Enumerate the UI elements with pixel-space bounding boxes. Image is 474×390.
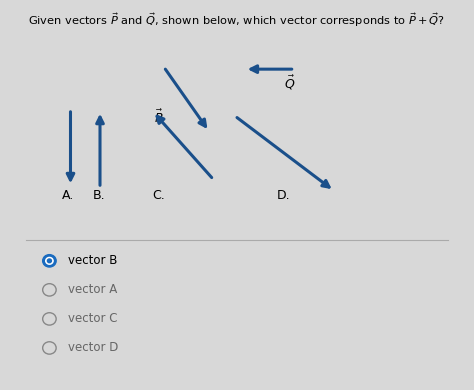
Text: vector C: vector C bbox=[68, 312, 118, 325]
Text: vector A: vector A bbox=[68, 284, 118, 296]
Text: Given vectors $\vec{P}$ and $\vec{Q}$, shown below, which vector corresponds to : Given vectors $\vec{P}$ and $\vec{Q}$, s… bbox=[28, 11, 446, 29]
Text: C.: C. bbox=[153, 189, 165, 202]
Text: D.: D. bbox=[277, 189, 291, 202]
Text: $\vec{Q}$: $\vec{Q}$ bbox=[284, 74, 295, 92]
Circle shape bbox=[43, 255, 56, 267]
Text: $\vec{P}$: $\vec{P}$ bbox=[154, 109, 164, 126]
Circle shape bbox=[46, 257, 53, 264]
Text: B.: B. bbox=[92, 189, 105, 202]
Circle shape bbox=[47, 259, 52, 263]
Text: vector B: vector B bbox=[68, 254, 118, 267]
Text: vector D: vector D bbox=[68, 342, 119, 355]
Text: A.: A. bbox=[62, 189, 74, 202]
